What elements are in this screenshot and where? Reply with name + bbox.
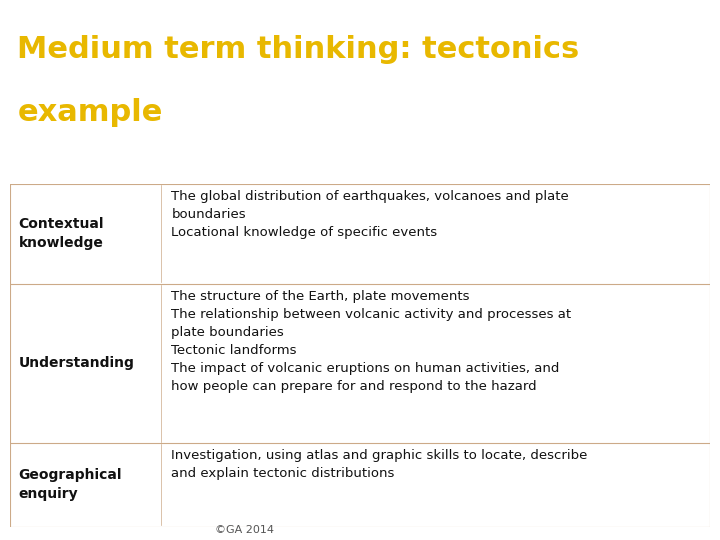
Text: The structure of the Earth, plate movements
The relationship between volcanic ac: The structure of the Earth, plate moveme… (171, 290, 572, 393)
Text: ©GA 2014: ©GA 2014 (215, 524, 274, 535)
Text: <: < (684, 512, 698, 530)
Text: Investigation, using atlas and graphic skills to locate, describe
and explain te: Investigation, using atlas and graphic s… (171, 449, 588, 480)
Text: example: example (17, 98, 163, 127)
Text: Key Stage 3: Pupils will show evidence of:: Key Stage 3: Pupils will show evidence o… (17, 162, 307, 176)
Text: Understanding: Understanding (19, 356, 135, 370)
Text: Contextual
knowledge: Contextual knowledge (19, 217, 104, 251)
Text: The global distribution of earthquakes, volcanoes and plate
boundaries
Locationa: The global distribution of earthquakes, … (171, 190, 569, 239)
Text: Geographical
enquiry: Geographical enquiry (19, 468, 122, 502)
Text: Medium term thinking: tectonics: Medium term thinking: tectonics (17, 35, 580, 64)
